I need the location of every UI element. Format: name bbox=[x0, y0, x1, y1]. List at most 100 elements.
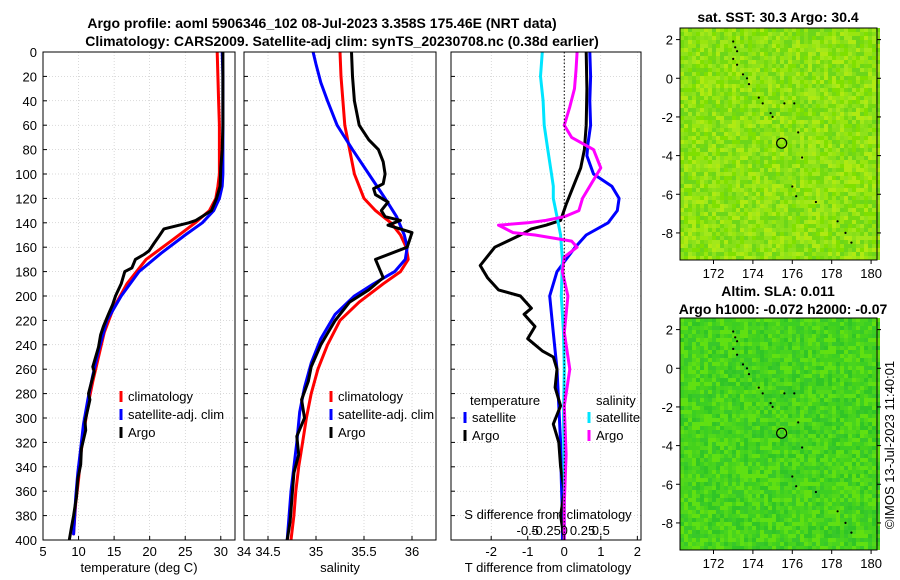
sla-map-cell bbox=[740, 354, 744, 358]
sst-map-cell bbox=[852, 252, 856, 256]
sla-map-cell bbox=[768, 342, 772, 346]
sst-map-cell bbox=[824, 216, 828, 220]
sla-map-cell bbox=[816, 374, 820, 378]
sla-map-cell bbox=[812, 394, 816, 398]
sla-map-cell bbox=[824, 410, 828, 414]
sst-map-cell bbox=[836, 60, 840, 64]
sst-map-cell bbox=[764, 224, 768, 228]
sst-map-cell bbox=[760, 132, 764, 136]
sla-map-cell bbox=[696, 382, 700, 386]
sst-map-cell bbox=[852, 212, 856, 216]
sst-map-cell bbox=[732, 64, 736, 68]
sla-map-cell bbox=[796, 330, 800, 334]
sst-map-cell bbox=[836, 244, 840, 248]
sst-map-cell bbox=[752, 96, 756, 100]
sst-map-cell bbox=[700, 248, 704, 252]
sla-map-cell bbox=[756, 414, 760, 418]
sla-map-cell bbox=[684, 398, 688, 402]
sst-map-cell bbox=[824, 148, 828, 152]
sst-map-cell bbox=[720, 88, 724, 92]
sst-map-cell bbox=[812, 84, 816, 88]
sst-map-island bbox=[836, 220, 839, 223]
sla-map-cell bbox=[828, 454, 832, 458]
sst-map-cell bbox=[712, 184, 716, 188]
sst-map-cell bbox=[776, 192, 780, 196]
sst-map-cell bbox=[720, 108, 724, 112]
sla-map-cell bbox=[740, 338, 744, 342]
sst-map-cell bbox=[756, 204, 760, 208]
sst-map-cell bbox=[816, 40, 820, 44]
sst-map-cell bbox=[720, 176, 724, 180]
sst-map-cell bbox=[784, 84, 788, 88]
sla-map-cell bbox=[752, 394, 756, 398]
sst-map-cell bbox=[808, 40, 812, 44]
sla-map-cell bbox=[824, 442, 828, 446]
sla-map-cell bbox=[688, 366, 692, 370]
sla-map-cell bbox=[772, 446, 776, 450]
sst-map-cell bbox=[840, 232, 844, 236]
sla-map-cell bbox=[712, 446, 716, 450]
sst-map-cell bbox=[828, 160, 832, 164]
sla-map-cell bbox=[740, 434, 744, 438]
sla-map-cell bbox=[864, 358, 868, 362]
sst-map-cell bbox=[796, 204, 800, 208]
sst-map-cell bbox=[872, 56, 876, 60]
sst-map-cell bbox=[768, 156, 772, 160]
diff-legend-label-1: Argo bbox=[472, 428, 499, 443]
sst-map-cell bbox=[796, 28, 800, 32]
sla-map-cell bbox=[680, 342, 684, 346]
sst-map-cell bbox=[816, 80, 820, 84]
sst-map-cell bbox=[788, 168, 792, 172]
sla-map-cell bbox=[752, 362, 756, 366]
sla-map-cell bbox=[860, 382, 864, 386]
sst-map-cell bbox=[820, 112, 824, 116]
sst-map-cell bbox=[796, 72, 800, 76]
sst-map-cell bbox=[856, 252, 860, 256]
sst-map-cell bbox=[828, 136, 832, 140]
sla-map-cell bbox=[728, 322, 732, 326]
sst-map-cell bbox=[720, 200, 724, 204]
sst-map-cell bbox=[712, 60, 716, 64]
sst-map-cell bbox=[740, 60, 744, 64]
sst-map-cell bbox=[824, 76, 828, 80]
sst-map-cell bbox=[736, 140, 740, 144]
sla-map-cell bbox=[788, 390, 792, 394]
sla-map-cell bbox=[816, 414, 820, 418]
sst-map-cell bbox=[800, 108, 804, 112]
temperature-xlabel: temperature (deg C) bbox=[80, 560, 197, 575]
sst-map-cell bbox=[836, 96, 840, 100]
sla-map-cell bbox=[704, 342, 708, 346]
sst-map-cell bbox=[872, 140, 876, 144]
sst-map-cell bbox=[700, 72, 704, 76]
sst-map-cell bbox=[748, 256, 752, 260]
sst-map-cell bbox=[772, 156, 776, 160]
sst-map-cell bbox=[716, 104, 720, 108]
sst-map-cell bbox=[712, 160, 716, 164]
sst-map-cell bbox=[876, 84, 880, 88]
sla-map-cell bbox=[768, 454, 772, 458]
sla-map-cell bbox=[728, 362, 732, 366]
sla-map-cell bbox=[740, 318, 744, 322]
sst-map-cell bbox=[824, 128, 828, 132]
sst-map-cell bbox=[856, 220, 860, 224]
sst-map-cell bbox=[784, 32, 788, 36]
sst-map-cell bbox=[796, 188, 800, 192]
sst-map-cell bbox=[828, 116, 832, 120]
sst-map-cell bbox=[752, 180, 756, 184]
sst-map-cell bbox=[732, 88, 736, 92]
sla-map-cell bbox=[848, 374, 852, 378]
sst-map-cell bbox=[872, 228, 876, 232]
sst-map-cell bbox=[708, 132, 712, 136]
sst-map-cell bbox=[832, 32, 836, 36]
sla-map-cell bbox=[872, 350, 876, 354]
sst-map-cell bbox=[708, 140, 712, 144]
sst-map-cell bbox=[800, 128, 804, 132]
sst-map-cell bbox=[764, 240, 768, 244]
sla-map-cell bbox=[780, 442, 784, 446]
sla-map-cell bbox=[692, 330, 696, 334]
sst-map-cell bbox=[704, 232, 708, 236]
sla-map-cell bbox=[764, 362, 768, 366]
sla-map-cell bbox=[864, 318, 868, 322]
sst-map-cell bbox=[700, 104, 704, 108]
sst-map-cell bbox=[804, 116, 808, 120]
